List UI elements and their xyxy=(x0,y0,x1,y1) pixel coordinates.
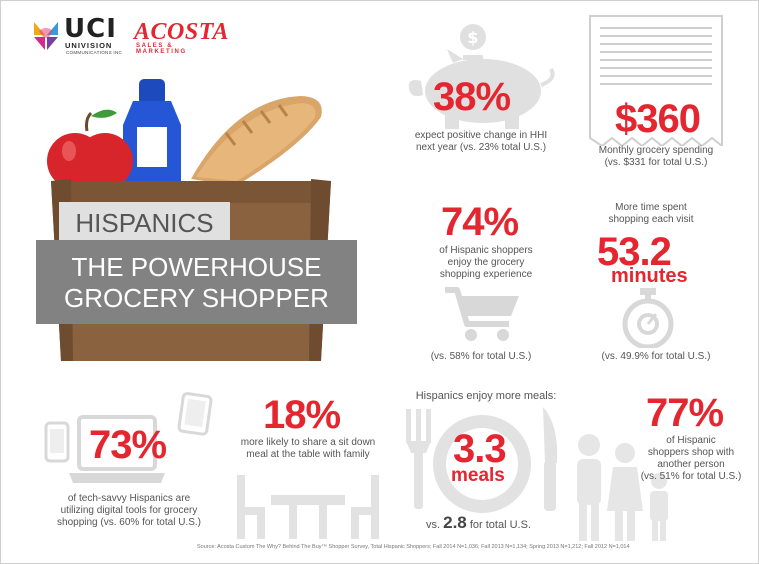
uci-logo: UCI UNIVISION COMMUNICATIONS INC xyxy=(31,14,131,55)
uci-wordmark: UCI xyxy=(64,14,117,44)
time-unit: minutes xyxy=(611,265,688,287)
hero-title-line1: THE POWERHOUSE xyxy=(71,252,322,282)
family-icon xyxy=(577,434,668,541)
uci-line1: UNIVISION xyxy=(65,41,113,50)
meal-share-value: 18% xyxy=(263,393,341,437)
time-line1: More time spent xyxy=(615,202,687,213)
uci-logo-icon xyxy=(34,22,58,50)
hero-banner: THE POWERHOUSE GROCERY SHOPPER xyxy=(36,240,357,324)
spending-line1: Monthly grocery spending xyxy=(598,145,714,156)
piggy-bank-icon: $ xyxy=(408,24,555,129)
table-chairs-icon xyxy=(237,475,379,539)
enjoy-line3: shopping experience xyxy=(439,269,533,280)
hhi-line1: expect positive change in HHI xyxy=(414,130,548,141)
source-note: Source: Acosta Custom The Why? Behind Th… xyxy=(197,544,630,550)
spending-line2: (vs. $331 for total U.S.) xyxy=(604,157,708,168)
laptop-icon xyxy=(69,415,165,483)
spending-value: $360 xyxy=(615,97,701,141)
tablet-icon xyxy=(177,392,213,436)
meals-value: 3.3 xyxy=(453,427,507,471)
receipt-icon xyxy=(589,15,723,146)
hhi-line2: next year (vs. 23% total U.S.) xyxy=(415,142,547,153)
hero-title-top: HISPANICS xyxy=(59,202,230,244)
enjoy-compare: (vs. 58% for total U.S.) xyxy=(430,351,532,362)
meals-compare-pre: vs. xyxy=(426,519,441,531)
hero-title-line2: GROCERY SHOPPER xyxy=(64,283,329,313)
digital-line1: of tech-savvy Hispanics are xyxy=(67,493,191,504)
enjoy-value: 74% xyxy=(441,200,519,244)
digital-line2: utilizing digital tools for grocery xyxy=(60,505,198,516)
companion-line3: another person xyxy=(657,459,725,470)
meals-compare: vs. 2.8 for total U.S. xyxy=(426,513,576,533)
companion-line4: (vs. 51% for total U.S.) xyxy=(640,471,742,482)
meals-compare-post: for total U.S. xyxy=(469,519,531,531)
companion-value: 77% xyxy=(646,391,724,435)
digital-line3: shopping (vs. 60% for total U.S.) xyxy=(57,517,201,528)
digital-value: 73% xyxy=(89,423,167,467)
meals-heading: Hispanics enjoy more meals: xyxy=(415,390,557,402)
fork-icon xyxy=(406,409,431,509)
meal-share-line1: more likely to share a sit down xyxy=(240,437,376,448)
time-compare: (vs. 49.9% for total U.S.) xyxy=(601,351,711,362)
bread-icon xyxy=(191,96,322,186)
companion-line2: shoppers shop with xyxy=(647,447,735,458)
acosta-logo: ACOSTA SALES & MARKETING xyxy=(134,19,229,55)
meals-compare-value: 2.8 xyxy=(443,513,467,532)
companion-line1: of Hispanic xyxy=(666,435,716,446)
meal-share-line2: meal at the table with family xyxy=(246,449,370,460)
apple-icon xyxy=(47,109,133,189)
meals-unit: meals xyxy=(451,465,505,486)
acosta-tagline: SALES & MARKETING xyxy=(136,43,187,55)
knife-icon xyxy=(543,407,558,511)
enjoy-line2: enjoy the grocery xyxy=(447,257,525,268)
acosta-wordmark: ACOSTA xyxy=(134,19,230,45)
hhi-value: 38% xyxy=(433,75,511,119)
enjoy-line1: of Hispanic shoppers xyxy=(439,245,533,256)
svg-text:$: $ xyxy=(467,28,478,47)
phone-icon xyxy=(44,421,70,463)
milk-bottle-icon xyxy=(123,79,181,181)
time-value: 53.2 xyxy=(597,230,672,274)
stopwatch-icon xyxy=(622,288,674,348)
uci-line2: COMMUNICATIONS INC xyxy=(66,50,123,55)
shopping-cart-icon xyxy=(445,287,519,341)
time-line2: shopping each visit xyxy=(608,214,694,225)
plate-icon xyxy=(433,415,531,513)
